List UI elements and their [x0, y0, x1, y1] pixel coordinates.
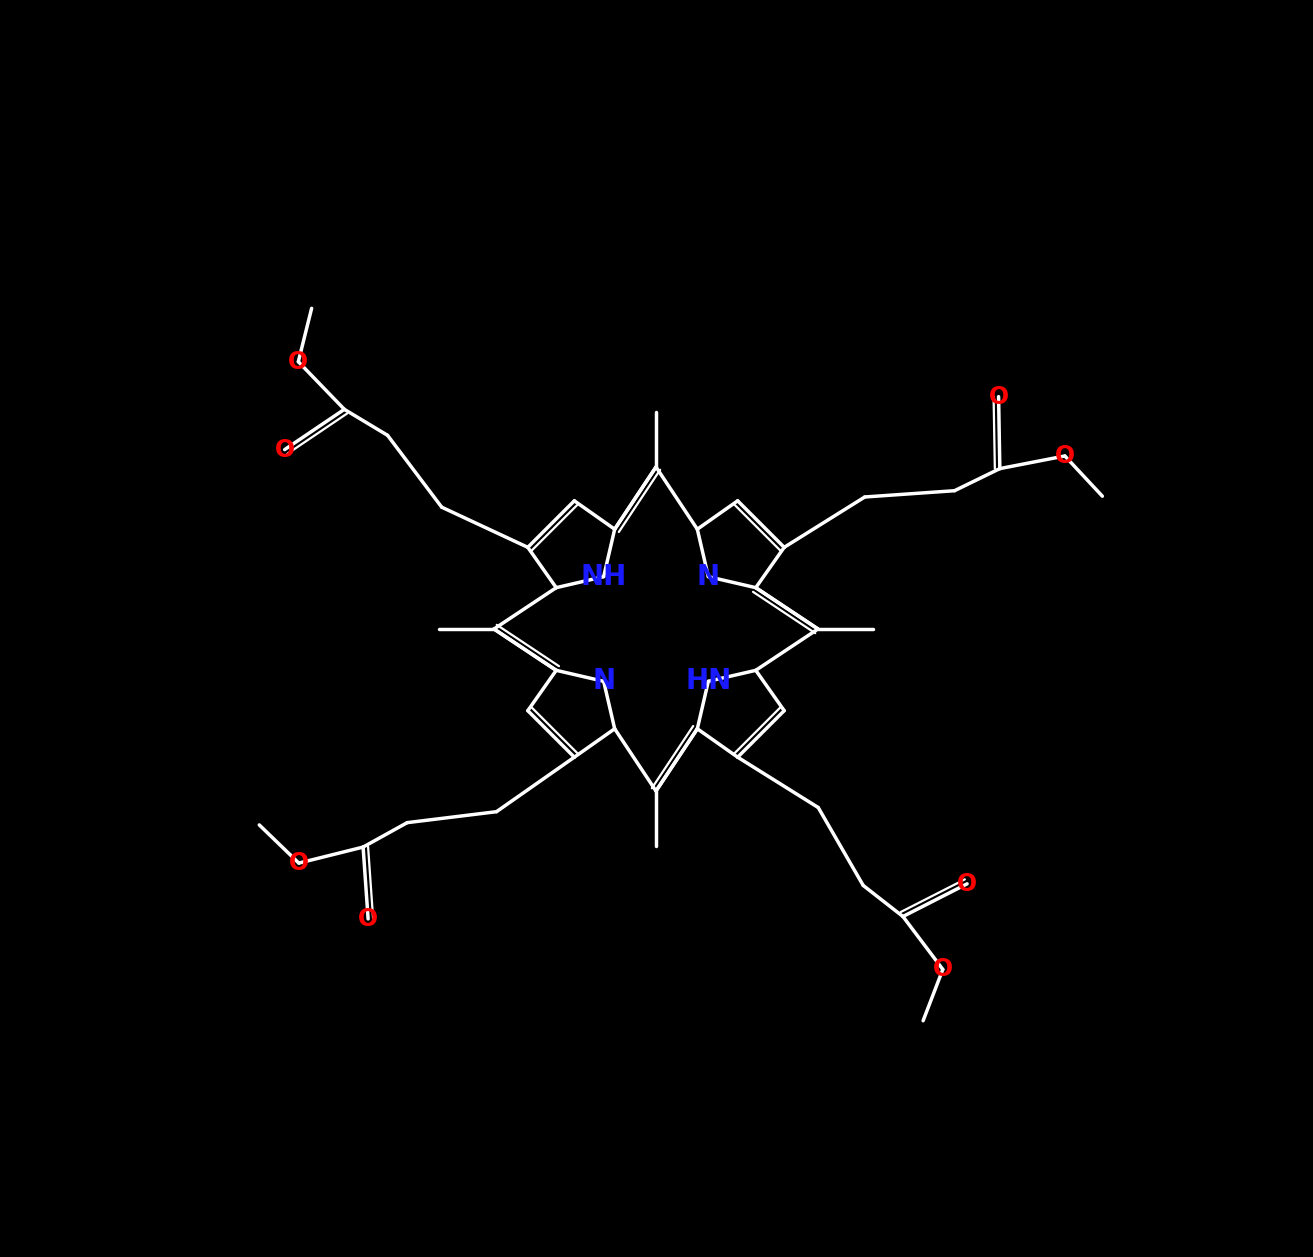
Text: O: O	[289, 349, 309, 373]
Text: O: O	[289, 851, 309, 875]
Text: O: O	[989, 385, 1008, 409]
Text: O: O	[274, 437, 294, 461]
Text: N: N	[592, 667, 616, 695]
Text: HN: HN	[685, 667, 731, 695]
Text: O: O	[957, 872, 977, 896]
Text: N: N	[697, 563, 720, 591]
Text: O: O	[932, 958, 953, 982]
Text: NH: NH	[580, 563, 626, 591]
Text: O: O	[1054, 444, 1075, 468]
Text: O: O	[358, 906, 378, 931]
